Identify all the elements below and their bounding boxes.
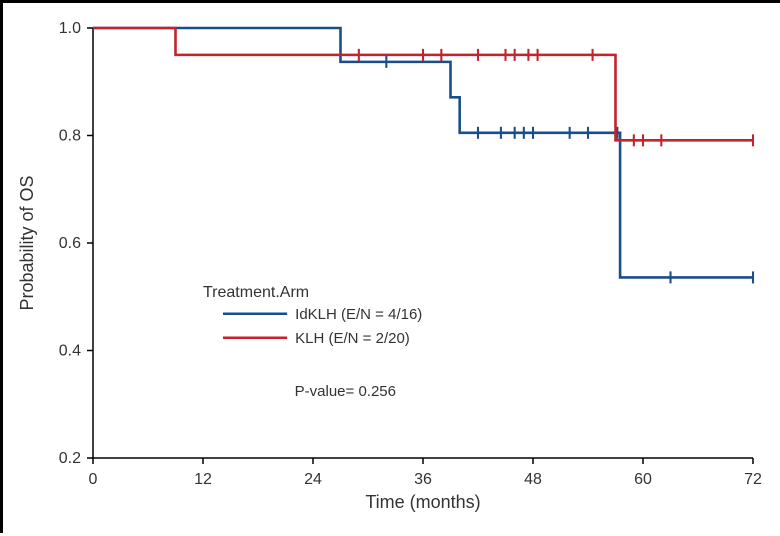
legend-label: IdKLH (E/N = 4/16) <box>295 306 422 323</box>
y-tick-label: 0.4 <box>59 343 81 360</box>
legend-label: KLH (E/N = 2/20) <box>295 330 410 347</box>
chart-frame: { "chart": { "type": "kaplan-meier", "wi… <box>0 0 780 533</box>
y-tick-label: 0.6 <box>59 235 81 252</box>
plot-background <box>3 3 780 536</box>
y-axis-label: Probability of OS <box>17 175 37 310</box>
x-tick-label: 72 <box>744 471 762 488</box>
legend-title: Treatment.Arm <box>203 284 309 301</box>
y-tick-label: 0.8 <box>59 128 81 145</box>
y-tick-label: 0.2 <box>59 450 81 467</box>
x-tick-label: 12 <box>194 471 212 488</box>
x-tick-label: 48 <box>524 471 542 488</box>
km-chart: 0 12 24 36 48 60 72 0.2 0.4 0.6 0.8 1.0 Time (months… <box>3 3 780 536</box>
x-tick-label: 0 <box>89 471 98 488</box>
x-tick-label: 60 <box>634 471 652 488</box>
y-tick-label: 1.0 <box>59 20 81 37</box>
x-tick-label: 24 <box>304 471 322 488</box>
x-tick-label: 36 <box>414 471 432 488</box>
x-axis-label: Time (months) <box>365 492 480 512</box>
p-value-text: P-value= 0.256 <box>295 383 396 400</box>
